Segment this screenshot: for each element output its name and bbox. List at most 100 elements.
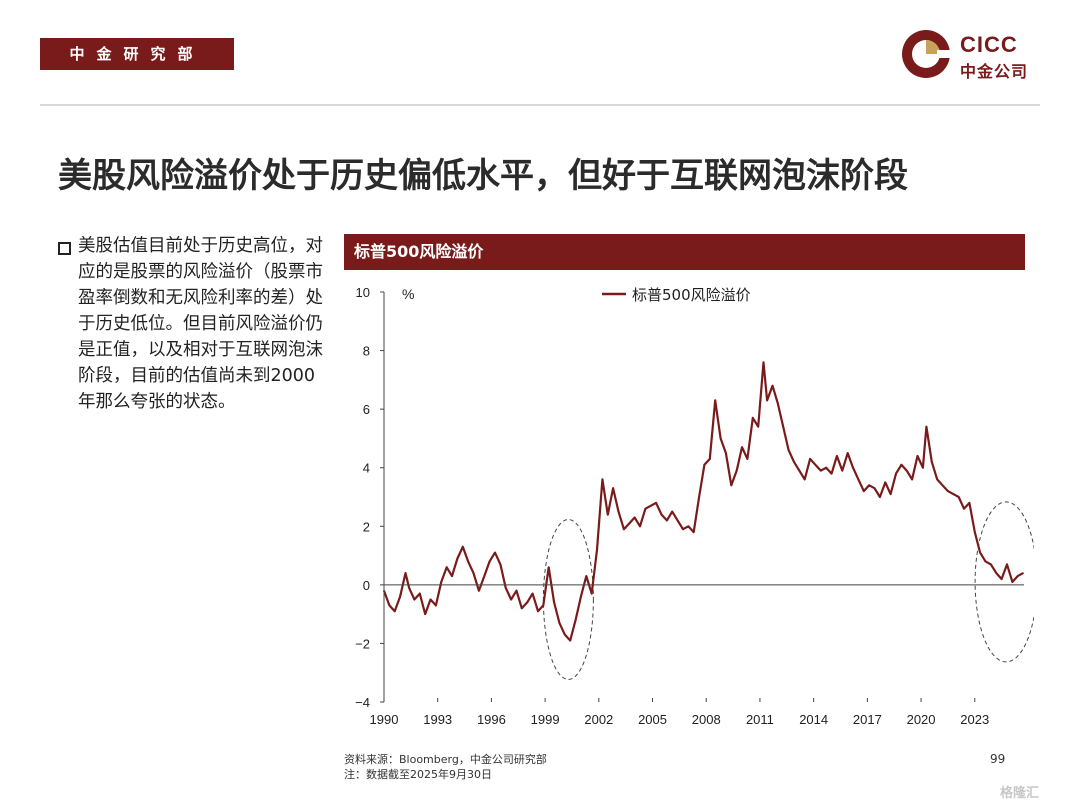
data-point (617, 510, 620, 513)
logo-english-text: CICC (960, 32, 1018, 57)
data-point (408, 586, 410, 589)
data-point (612, 487, 614, 490)
data-point (687, 525, 690, 528)
cicc-logo: CICC 中金公司 (900, 26, 1050, 86)
data-point (504, 586, 507, 589)
data-point (730, 484, 733, 487)
data-point (413, 598, 416, 601)
data-point (922, 466, 924, 469)
data-point (714, 399, 716, 402)
y-tick-label: 8 (363, 344, 370, 359)
y-tick-label: 0 (363, 578, 370, 593)
data-point (537, 610, 539, 613)
data-point (574, 619, 577, 621)
data-point (435, 604, 437, 607)
x-tick-label: 2020 (907, 712, 936, 727)
data-point (771, 384, 774, 387)
data-point (692, 531, 695, 533)
department-tag: 中金研究部 (40, 38, 234, 70)
data-point (639, 525, 641, 528)
data-point (916, 455, 919, 457)
data-point (787, 449, 790, 451)
data-point (494, 551, 496, 554)
data-point (456, 557, 459, 560)
data-point (488, 560, 491, 563)
data-point (941, 484, 944, 487)
data-point (461, 545, 464, 548)
data-point (510, 598, 512, 601)
data-point (547, 566, 550, 569)
data-point (741, 446, 743, 449)
data-point (984, 560, 987, 563)
data-point (936, 478, 938, 481)
data-point (499, 563, 502, 566)
data-point (952, 493, 955, 495)
data-point (846, 452, 849, 454)
x-tick-label: 2023 (960, 712, 989, 727)
data-point (757, 425, 759, 428)
data-point (472, 572, 475, 574)
x-tick-label: 2002 (584, 712, 613, 727)
data-point (925, 425, 928, 428)
data-point (1016, 575, 1019, 577)
data-point (1022, 572, 1024, 574)
data-point (1006, 563, 1008, 566)
data-point (580, 595, 582, 598)
bullet-text: 美股估值目前处于历史高位，对应的是股票的风险溢价（股票市盈率倒数和无风险利率的差… (78, 236, 323, 412)
page-title: 美股风险溢价处于历史偏低水平，但好于互联网泡沫阶段 (58, 156, 908, 196)
data-point (649, 504, 652, 507)
data-point (931, 461, 933, 463)
data-point (735, 469, 738, 472)
x-tick-label: 1993 (423, 712, 452, 727)
data-point (585, 575, 588, 577)
data-point (590, 592, 593, 595)
data-point (905, 469, 908, 472)
data-point (900, 463, 903, 466)
data-point (895, 472, 897, 475)
data-point (857, 478, 860, 481)
data-point (968, 502, 971, 504)
data-point (1011, 581, 1014, 583)
y-tick-label: 6 (363, 402, 370, 417)
highlight-ellipse (542, 519, 594, 680)
source-line: 资料来源：Bloomberg，中金公司研究部 (344, 753, 547, 766)
data-point (995, 572, 998, 574)
x-tick-label: 2008 (692, 712, 721, 727)
data-point (644, 507, 647, 510)
data-point (979, 551, 981, 554)
data-point (542, 604, 545, 607)
y-tick-label: −2 (355, 636, 370, 651)
data-point (553, 601, 555, 604)
data-point (478, 589, 480, 592)
data-point (725, 452, 727, 454)
data-point (393, 610, 396, 613)
data-point (793, 461, 795, 463)
logo-chinese-text: 中金公司 (960, 62, 1029, 81)
data-point (596, 548, 598, 551)
data-point (666, 519, 668, 522)
data-point (467, 560, 469, 563)
data-point (440, 581, 443, 583)
data-point (814, 463, 817, 466)
header-divider (40, 104, 1040, 106)
watermark: 格隆汇 (1000, 786, 1040, 801)
x-tick-label: 2017 (853, 712, 882, 727)
data-point (879, 496, 881, 498)
data-point (803, 478, 806, 481)
data-point (990, 563, 992, 566)
data-point (451, 575, 453, 577)
data-point (911, 478, 913, 481)
data-point (601, 478, 604, 481)
data-point (889, 493, 892, 495)
source-note: 资料来源：Bloomberg，中金公司研究部 注：数据截至2025年9月30日 (344, 752, 547, 782)
y-axis-unit-label: % (402, 286, 414, 302)
data-point (569, 639, 571, 642)
x-tick-label: 1999 (531, 712, 560, 727)
data-point (515, 589, 518, 592)
data-point (751, 417, 754, 419)
x-tick-label: 2005 (638, 712, 667, 727)
data-point (558, 622, 561, 624)
y-tick-label: 10 (356, 285, 370, 300)
data-point (660, 513, 663, 516)
data-point (820, 469, 822, 472)
